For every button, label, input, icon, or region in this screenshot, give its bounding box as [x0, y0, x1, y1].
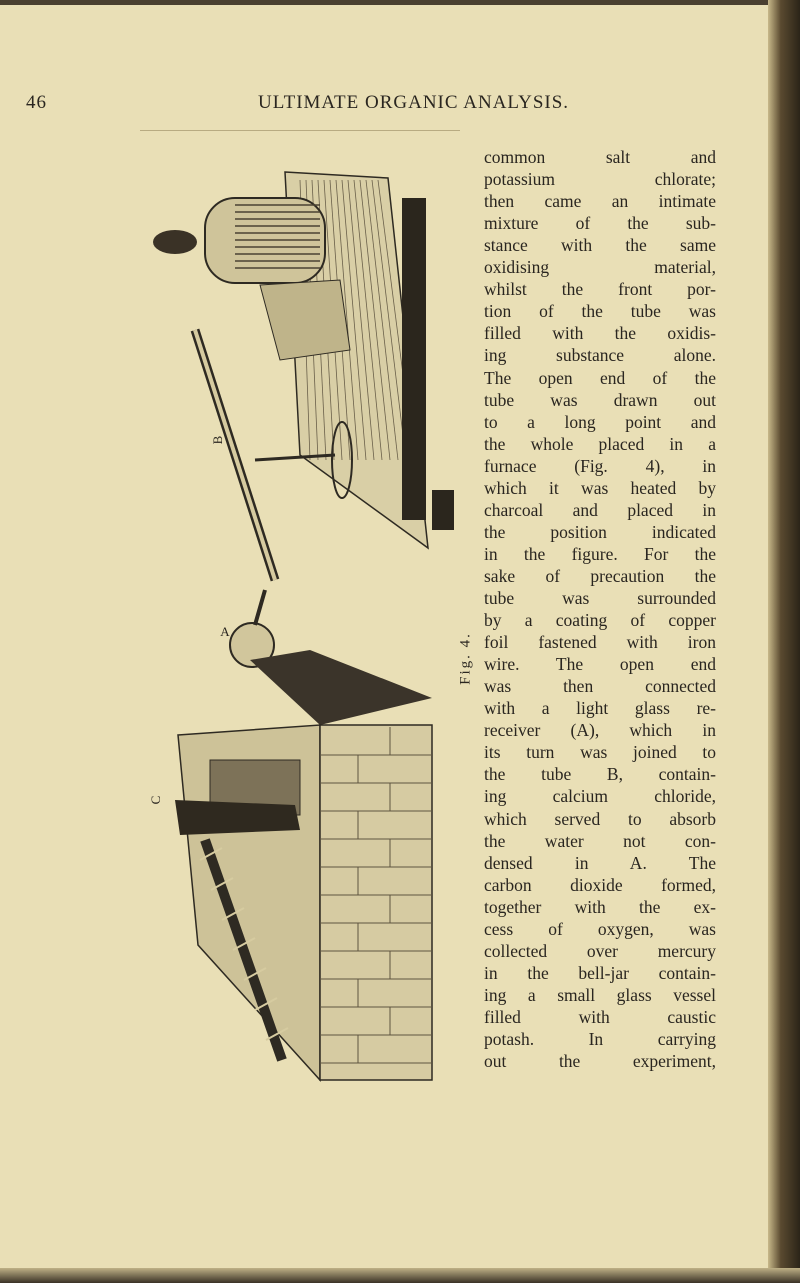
text-line: wire. The open end	[484, 654, 716, 675]
hatch	[353, 179, 383, 461]
figure-label: C	[148, 796, 163, 805]
text-line: in the figure. For the	[484, 543, 716, 564]
hatch	[341, 179, 367, 461]
text-line: furnace (Fig. 4), in	[484, 455, 716, 476]
text-line: densed in A. The	[484, 852, 716, 873]
page-edge	[0, 1268, 800, 1283]
spiral	[232, 937, 256, 951]
tube-b-inner	[193, 329, 277, 581]
hatch	[347, 179, 375, 461]
text-line: mixture of the sub-	[484, 213, 716, 234]
text-line: carbon dioxide formed,	[484, 874, 716, 895]
text-line: filled with caustic	[484, 1006, 716, 1027]
page-edge	[0, 0, 800, 5]
text-line: cess of oxygen, was	[484, 918, 716, 939]
text-line: stance with the same	[484, 235, 716, 256]
hatch	[335, 179, 359, 461]
shelf	[259, 279, 351, 361]
text-line: tube was surrounded	[484, 588, 716, 608]
text-line: filled with the oxidis-	[484, 323, 716, 344]
text-line: ing a small glass vessel	[484, 984, 716, 1005]
text-line: potassium chlorate;	[484, 169, 716, 190]
text-line: receiver (A), which in	[484, 720, 716, 741]
furnace-front	[319, 724, 433, 1081]
hatch	[371, 179, 407, 461]
text-line: whilst the front por-	[484, 279, 716, 300]
text-line: was then connected	[484, 676, 716, 697]
text-line: The open end of the	[484, 367, 716, 388]
text-line: which served to absorb	[484, 808, 716, 829]
spiral	[199, 847, 223, 861]
funnel	[331, 421, 353, 499]
text-line: tube was drawn out	[484, 389, 716, 410]
stand-bar	[402, 198, 426, 520]
spiral	[254, 997, 278, 1011]
neck	[253, 589, 267, 626]
text-line: tion of the tube was	[484, 301, 716, 322]
text-line: foil fastened with iron	[484, 632, 716, 653]
ledge	[175, 800, 300, 835]
text-line: common salt and	[484, 147, 716, 167]
text-line: to a long point and	[484, 411, 716, 432]
spiral-tube	[200, 838, 287, 1062]
text-line: collected over mercury	[484, 940, 716, 961]
text-line: the tube B, contain-	[484, 764, 716, 785]
text-line: its turn was joined to	[484, 742, 716, 763]
figure-label: A	[220, 624, 230, 639]
hatch	[359, 179, 391, 461]
spiral	[210, 877, 234, 891]
text-line: out the experiment,	[484, 1051, 716, 1072]
running-title: ULTIMATE ORGANIC ANALYSIS.	[258, 92, 570, 113]
furnace-top	[250, 650, 432, 725]
spiral	[221, 907, 245, 921]
text-line: the water not con-	[484, 830, 716, 851]
page-number: 46	[26, 92, 47, 113]
figure-label: B	[210, 435, 225, 444]
text-line: by a coating of copper	[484, 610, 716, 631]
text-line: ing substance alone.	[484, 345, 716, 366]
text-line: sake of precaution the	[484, 565, 716, 586]
trough	[153, 230, 197, 254]
spiral	[265, 1027, 289, 1041]
text-line: potash. In carrying	[484, 1029, 716, 1049]
header-rule	[140, 130, 460, 131]
text-line: the whole placed in a	[484, 433, 716, 454]
text-line: oxidising material,	[484, 257, 716, 278]
text-line: together with the ex-	[484, 896, 716, 917]
stand-foot	[432, 490, 454, 530]
book-binding	[768, 0, 800, 1283]
text-line: in the bell-jar contain-	[484, 962, 716, 983]
figure-illustration: B A C	[148, 171, 454, 1082]
text-line: charcoal and placed in	[484, 499, 716, 520]
hatch	[365, 179, 399, 461]
text-line: the position indicated	[484, 521, 716, 542]
text-line: with a light glass re-	[484, 698, 716, 719]
connector	[254, 453, 336, 462]
text-line: then came an intimate	[484, 191, 716, 212]
receiver-a	[229, 622, 275, 668]
text-line: which it was heated by	[484, 477, 716, 498]
text-line: ing calcium chloride,	[484, 786, 716, 807]
spiral	[243, 967, 267, 981]
figure-caption: Fig. 4.	[457, 632, 474, 685]
